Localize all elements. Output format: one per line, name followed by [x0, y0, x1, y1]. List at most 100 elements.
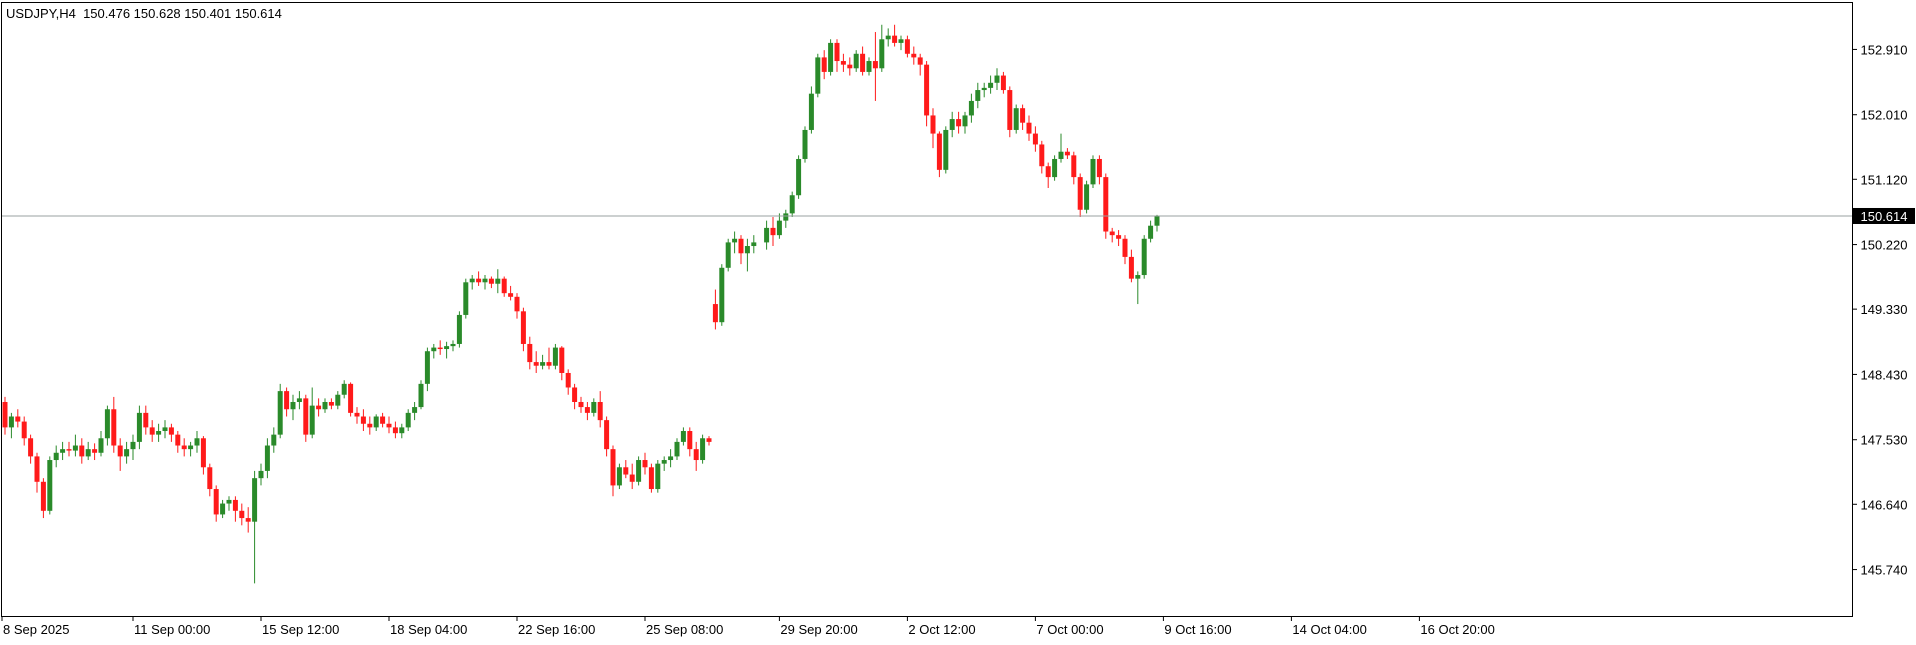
- candle-body: [444, 346, 450, 350]
- candle: [354, 407, 360, 424]
- current-price-label: 150.614: [1861, 209, 1908, 224]
- candle: [853, 50, 859, 72]
- candle-body: [642, 460, 648, 468]
- price-tick-label: 146.640: [1861, 497, 1908, 512]
- candle: [367, 416, 373, 435]
- candle: [104, 405, 110, 446]
- candle-body: [610, 449, 616, 486]
- candle: [1109, 227, 1115, 243]
- candle: [258, 463, 264, 486]
- candle-body: [92, 449, 98, 453]
- candle: [85, 441, 91, 461]
- candle-body: [572, 387, 578, 402]
- candle: [495, 269, 501, 294]
- candle-body: [412, 407, 418, 413]
- candle: [508, 285, 514, 301]
- candle-body: [527, 343, 533, 363]
- price-tick-label: 149.330: [1861, 302, 1908, 317]
- candle-body: [380, 416, 386, 424]
- candle-body: [732, 238, 738, 243]
- chart-title: USDJPY,H4 150.476 150.628 150.401 150.61…: [6, 6, 282, 21]
- candle: [988, 75, 994, 94]
- candle: [1077, 173, 1083, 218]
- candle-body: [104, 409, 110, 439]
- candle-body: [930, 115, 936, 134]
- candle: [776, 213, 782, 239]
- candle: [783, 209, 789, 228]
- candle: [1000, 71, 1006, 94]
- candle: [34, 452, 40, 493]
- candle-body: [117, 445, 123, 457]
- candle-body: [636, 460, 642, 482]
- candle-body: [834, 42, 840, 62]
- candle: [924, 61, 930, 127]
- candle-body: [981, 87, 987, 91]
- price-tick-label: 150.220: [1861, 238, 1908, 253]
- candle: [552, 343, 558, 370]
- candle: [956, 111, 962, 134]
- candle-body: [802, 129, 808, 159]
- candle-body: [328, 401, 334, 406]
- candle: [808, 86, 814, 134]
- candle-body: [1026, 122, 1032, 134]
- candle: [348, 382, 354, 417]
- candle: [687, 427, 693, 457]
- candle-body: [1090, 158, 1096, 185]
- candle-body: [213, 489, 219, 515]
- candle: [79, 438, 85, 464]
- candle: [936, 131, 942, 178]
- candle: [1071, 151, 1077, 185]
- candle: [968, 93, 974, 123]
- candle: [277, 383, 283, 439]
- candle-body: [463, 282, 469, 315]
- candle: [341, 380, 347, 399]
- candle: [335, 391, 341, 410]
- candle-body: [188, 445, 194, 450]
- candle-body: [1109, 231, 1115, 236]
- candle: [200, 436, 206, 475]
- candle: [943, 126, 949, 174]
- candle: [1032, 126, 1038, 152]
- time-tick-label: 25 Sep 08:00: [646, 622, 723, 637]
- candle: [770, 217, 776, 247]
- candle-body: [540, 362, 546, 366]
- candle-body: [60, 449, 66, 453]
- candle: [636, 456, 642, 486]
- candle-body: [949, 119, 955, 130]
- candle-body: [892, 35, 898, 43]
- candle: [488, 276, 494, 289]
- candle: [648, 463, 654, 493]
- current-price-tag: 150.614: [1853, 207, 1915, 224]
- candle: [578, 396, 584, 413]
- candle: [847, 57, 853, 76]
- candle: [130, 434, 136, 461]
- candle-body: [1064, 151, 1070, 156]
- candle: [1064, 148, 1070, 159]
- candle-body: [597, 401, 603, 421]
- candle-body: [917, 57, 923, 65]
- candle: [111, 396, 117, 453]
- candle: [207, 463, 213, 497]
- candle: [892, 24, 898, 47]
- candle-body: [418, 383, 424, 408]
- current-price-tag-bg: [1853, 207, 1915, 224]
- candle-body: [840, 61, 846, 65]
- candle-body: [98, 438, 104, 453]
- candle-body: [303, 398, 309, 435]
- candle: [930, 108, 936, 149]
- time-axis: 8 Sep 2025 11 Sep 00:00 15 Sep 12:00 18 Sep…: [1, 616, 1495, 637]
- candle: [53, 445, 59, 468]
- candle-body: [1013, 108, 1019, 130]
- candle: [712, 289, 718, 330]
- candle-body: [616, 467, 622, 486]
- candle-body: [341, 383, 347, 395]
- candle-body: [264, 445, 270, 471]
- candle-body: [162, 427, 168, 432]
- candle-body: [1116, 235, 1122, 239]
- candle-body: [866, 61, 872, 72]
- candle-body: [764, 227, 770, 243]
- candle: [482, 275, 488, 290]
- candle-body: [8, 416, 14, 428]
- candle-body: [1135, 275, 1141, 279]
- candle-body: [168, 427, 174, 435]
